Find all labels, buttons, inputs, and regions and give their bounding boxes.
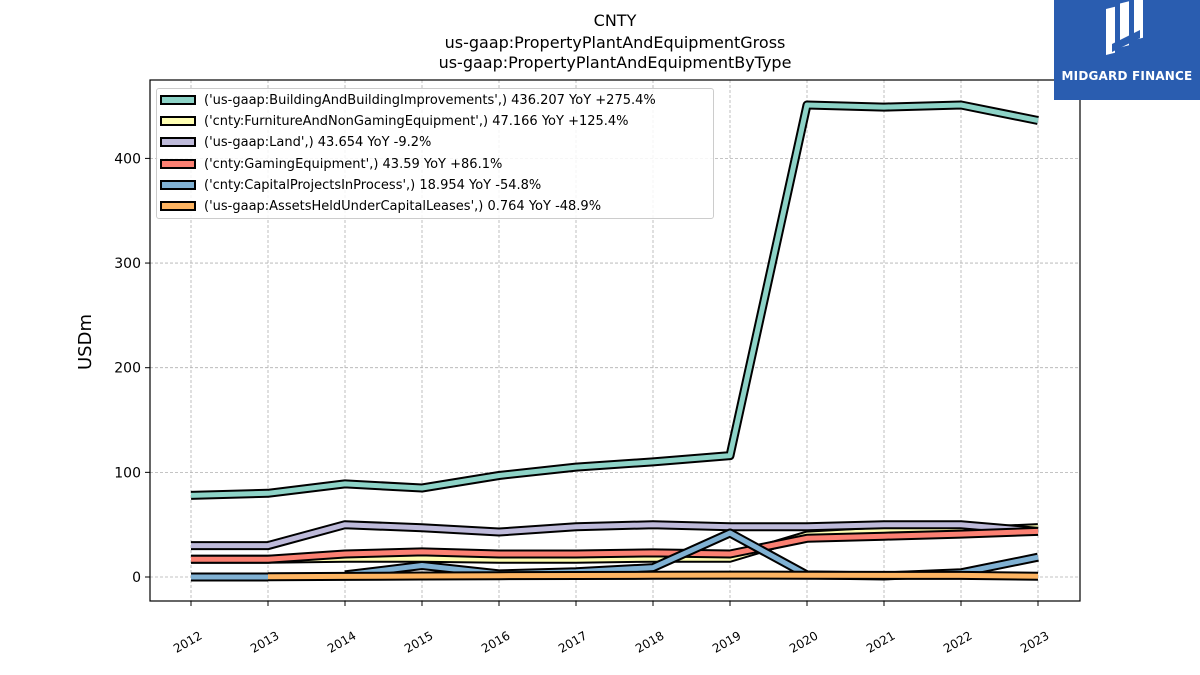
- chart-title-line-3: us-gaap:PropertyPlantAndEquipmentByType: [438, 53, 792, 72]
- y-tick-label: 0: [132, 570, 141, 586]
- series-line-0: [190, 102, 1039, 498]
- y-tick-label: 100: [114, 465, 141, 481]
- series-line-5: [267, 572, 1039, 580]
- series-lines: [190, 100, 1039, 582]
- legend-entry: ('cnty:FurnitureAndNonGamingEquipment',)…: [157, 113, 713, 131]
- x-tick-label: 2019: [710, 628, 743, 655]
- x-tick-label: 2023: [1018, 628, 1051, 655]
- legend-label: ('cnty:CapitalProjectsInProcess',) 18.95…: [204, 177, 542, 193]
- x-tick-label: 2021: [864, 628, 897, 655]
- axes: [145, 79, 1081, 606]
- legend: ('us-gaap:BuildingAndBuildingImprovement…: [156, 88, 714, 219]
- x-tick-label: 2015: [402, 628, 435, 655]
- legend-swatch: [160, 201, 196, 211]
- legend-swatch: [160, 95, 196, 105]
- legend-label: ('us-gaap:AssetsHeldUnderCapitalLeases',…: [204, 199, 602, 214]
- x-tick-label: 2013: [248, 628, 281, 655]
- legend-label: ('cnty:FurnitureAndNonGamingEquipment',)…: [204, 114, 629, 130]
- legend-label: ('cnty:GamingEquipment',) 43.59 YoY +86.…: [204, 156, 503, 172]
- x-tick-label: 2012: [171, 628, 204, 655]
- legend-swatch: [160, 137, 196, 148]
- x-tick-label: 2022: [941, 628, 974, 655]
- y-axis-label: USDm: [75, 314, 96, 370]
- logo-text: MIDGARD FINANCE: [1061, 69, 1193, 83]
- legend-entry: ('us-gaap:BuildingAndBuildingImprovement…: [157, 92, 713, 110]
- x-tick-label: 2020: [787, 628, 820, 655]
- legend-swatch: [160, 158, 196, 169]
- plot-frame: [149, 79, 1081, 602]
- y-tick-label: 300: [114, 256, 141, 272]
- chart-title-line-2: us-gaap:PropertyPlantAndEquipmentGross: [444, 33, 786, 52]
- legend-entry: ('us-gaap:Land',) 43.654 YoY -9.2%: [157, 134, 713, 152]
- y-tick-label: 400: [114, 151, 141, 167]
- x-tick-label: 2016: [479, 628, 512, 655]
- legend-entry: ('us-gaap:AssetsHeldUnderCapitalLeases',…: [157, 198, 713, 216]
- legend-entry: ('cnty:CapitalProjectsInProcess',) 18.95…: [157, 177, 713, 195]
- legend-label: ('us-gaap:BuildingAndBuildingImprovement…: [204, 93, 656, 108]
- legend-label: ('us-gaap:Land',) 43.654 YoY -9.2%: [204, 135, 432, 151]
- chart-title-line-1: CNTY: [593, 11, 637, 30]
- legend-swatch: [160, 179, 196, 190]
- brand-logo: MIDGARD FINANCE: [1054, 0, 1200, 100]
- x-tick-label: 2017: [556, 628, 589, 655]
- logo-mark-icon: [1106, 0, 1143, 56]
- legend-swatch: [160, 116, 196, 127]
- x-tick-label: 2014: [325, 628, 358, 655]
- legend-entry: ('cnty:GamingEquipment',) 43.59 YoY +86.…: [157, 156, 713, 174]
- x-tick-label: 2018: [633, 628, 666, 655]
- y-tick-label: 200: [114, 361, 141, 377]
- series-line-3: [191, 528, 1039, 562]
- series-line-2: [191, 522, 1039, 549]
